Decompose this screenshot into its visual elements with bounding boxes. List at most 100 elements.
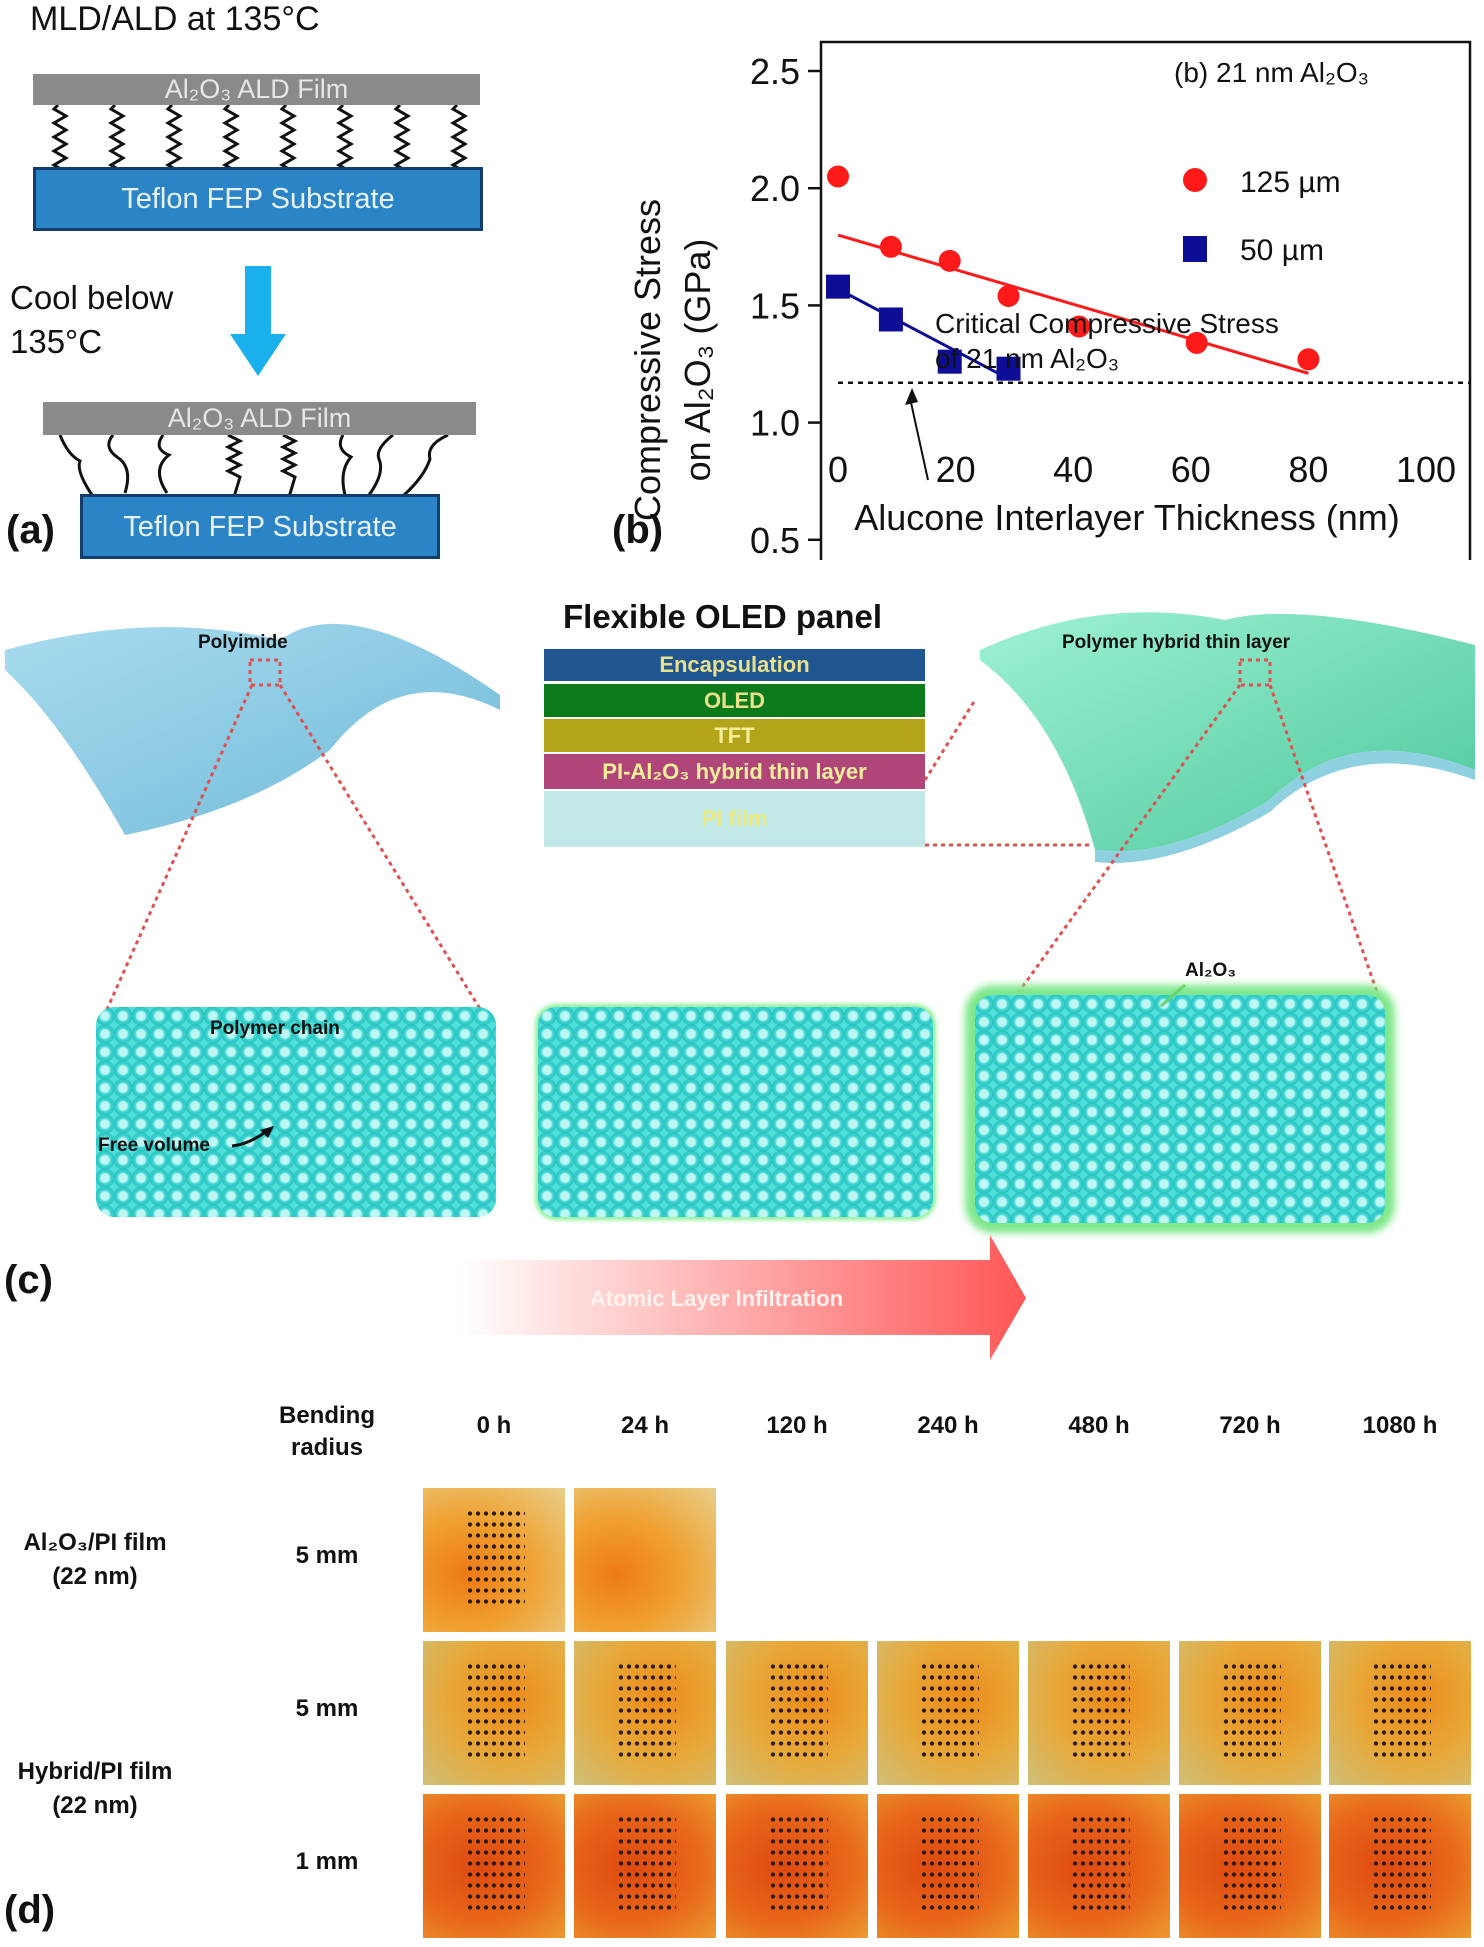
ald-film-top: Al₂O₃ ALD Film [33,74,480,105]
sample-photo [1179,1794,1321,1938]
y-tick-label: 2.0 [750,168,800,209]
polyimide-molecules [96,1007,496,1217]
data-point-50um [878,307,903,332]
x-tick-label: 40 [1053,449,1093,490]
group2-line2: (22 nm) [52,1792,138,1819]
electrode-dot-grid [1371,1814,1432,1913]
x-tick-label: 100 [1396,449,1456,490]
time-header: 0 h [476,1412,512,1439]
hybrid-infiltrated-molecules [975,995,1385,1223]
sample-photo [423,1488,565,1632]
time-header: 720 h [1219,1412,1281,1439]
bending-radius-value: 1 mm [295,1848,359,1875]
data-point-125um [1185,331,1208,354]
down-arrow-icon [230,266,286,376]
cool-text-line2: 135°C [10,323,103,360]
group1-line1: Al₂O₃/PI film [23,1529,167,1556]
y-tick-label: 2.5 [750,51,800,92]
al2o3-label: Al₂O₃ [1185,960,1237,981]
electrode-dot-grid [768,1661,829,1760]
data-point-125um [997,285,1020,308]
polyimide-sheet [5,623,500,835]
infiltration-label: Atomic Layer Infiltration [590,1286,844,1311]
bending-radius-value: 5 mm [295,1695,359,1722]
data-point-125um [879,235,902,258]
cool-text: Cool below 135°C [10,276,173,364]
stretched-chains-icon [51,105,468,169]
free-volume-arrow-icon [231,1126,274,1148]
sample-photo [1028,1794,1170,1938]
electrode-dot-grid [465,1508,526,1607]
y-tick-label: 0.5 [750,520,800,560]
x-tick-label: 0 [828,449,848,490]
time-header: 1080 h [1362,1412,1438,1439]
data-point-125um [1068,315,1091,338]
plot-frame [819,40,1472,560]
oled-layer: PI-Al₂O₃ hybrid thin layer [544,754,925,789]
electrode-dot-grid [465,1814,526,1913]
time-header: 480 h [1068,1412,1130,1439]
oled-layer: OLED [544,684,925,717]
panel-c-graphics [5,612,1475,1360]
electrode-dot-grid [616,1814,677,1913]
oled-layer: Encapsulation [544,649,925,681]
hybrid-intermediate-molecules [538,1007,933,1217]
electrode-dot-grid [919,1661,980,1760]
sample-photo [423,1794,565,1938]
fit-line-1 [837,287,1004,378]
time-header: 24 h [620,1412,670,1439]
electrode-dot-grid [1371,1661,1432,1760]
stack-title: Flexible OLED panel [563,598,883,635]
hybrid-sheet-label: Polymer hybrid thin layer [1062,632,1291,653]
x-axis-label: Alucone Interlayer Thickness (nm) [854,497,1400,538]
x-tick-label: 20 [936,449,976,490]
panel-c-label: (c) [4,1258,53,1302]
group1-line2: (22 nm) [52,1563,138,1590]
y-tick-label: 1.5 [750,285,800,326]
electrode-dot-grid [1070,1814,1131,1913]
panel-d-label: (d) [4,1888,56,1932]
free-volume-label: Free volume [98,1135,210,1156]
panel-a-label: (a) [6,508,55,552]
relaxed-chains-icon [58,435,449,497]
electrode-dot-grid [1070,1661,1131,1760]
sample-photo [877,1794,1019,1938]
sample-photo [1028,1641,1170,1785]
ald-film-bottom: Al₂O₃ ALD Film [43,402,476,435]
sample-photo [574,1641,716,1785]
data-point-125um [827,165,849,188]
annotation-arrowhead-icon [905,388,918,405]
panel-b-label: (b) [612,508,664,552]
y-axis-label-line1: Compressive Stress [627,199,668,521]
electrode-dot-grid [768,1814,829,1913]
al2o3-arrow-icon [1160,983,1186,1008]
bending-radius-header: Bending radius [262,1400,392,1464]
group2-label: Hybrid/PI film (22 nm) [0,1755,190,1823]
group1-label: Al₂O₃/PI film (22 nm) [0,1526,190,1594]
data-point-50um [996,356,1021,381]
sample-photo [574,1794,716,1938]
oled-layer: TFT [544,719,925,752]
legend-marker-50um [1183,236,1207,262]
data-point-50um [826,274,850,299]
polyimide-label: Polyimide [198,632,288,653]
y-axis-label-line2: on Al₂O₃ (GPa) [677,239,718,482]
sample-photo [423,1641,565,1785]
zoom-guides [98,658,1387,1026]
data-point-125um [938,249,961,272]
sample-photo [877,1641,1019,1785]
polymer-chain-label: Polymer chain [210,1018,340,1039]
sample-photo [1179,1641,1321,1785]
oled-layer: PI film [544,791,925,847]
legend-label-50um: 50 µm [1240,234,1324,267]
bending-header-line2: radius [290,1434,364,1461]
teflon-substrate-top: Teflon FEP Substrate [33,167,483,231]
infiltration-arrow-icon [457,1235,1026,1360]
electrode-dot-grid [1221,1814,1282,1913]
sample-photo [726,1641,868,1785]
x-tick-label: 60 [1171,449,1211,490]
teflon-substrate-bottom: Teflon FEP Substrate [80,494,440,559]
bending-radius-value: 5 mm [295,1542,359,1569]
electrode-dot-grid [465,1661,526,1760]
legend-marker-125um [1183,168,1207,192]
